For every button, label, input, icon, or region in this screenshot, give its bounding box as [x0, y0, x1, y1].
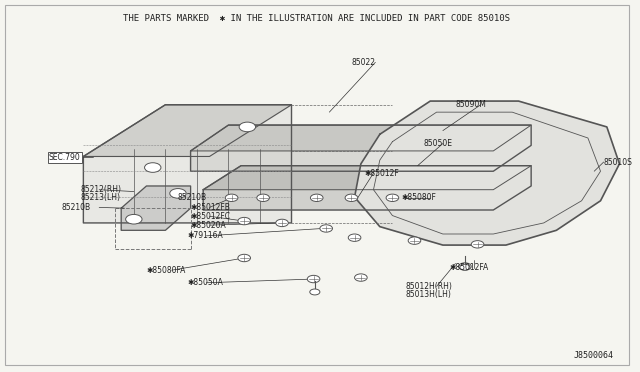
Text: J8500064: J8500064	[573, 351, 613, 360]
Circle shape	[460, 264, 470, 270]
Polygon shape	[83, 105, 291, 157]
Text: 85050E: 85050E	[424, 139, 453, 148]
Text: ✱85012F: ✱85012F	[364, 169, 399, 177]
Circle shape	[239, 122, 255, 132]
Text: 85090M: 85090M	[456, 100, 486, 109]
Text: ✱85050A: ✱85050A	[188, 278, 223, 287]
Polygon shape	[355, 101, 620, 245]
Circle shape	[225, 194, 238, 202]
Text: 85013H(LH): 85013H(LH)	[405, 291, 451, 299]
Circle shape	[170, 189, 186, 198]
Circle shape	[320, 225, 333, 232]
Polygon shape	[191, 125, 531, 171]
Polygon shape	[121, 186, 191, 230]
Circle shape	[125, 214, 142, 224]
Text: 85210B: 85210B	[178, 193, 207, 202]
Circle shape	[307, 275, 320, 283]
Circle shape	[345, 194, 358, 202]
Circle shape	[386, 194, 399, 202]
Text: 85210B: 85210B	[61, 203, 90, 212]
Text: ✱85012FB: ✱85012FB	[191, 203, 230, 212]
Circle shape	[408, 237, 420, 244]
Text: ✱85012FC: ✱85012FC	[191, 212, 230, 221]
Circle shape	[257, 194, 269, 202]
Text: ✱79116A: ✱79116A	[188, 231, 223, 240]
Text: THE PARTS MARKED  ✱ IN THE ILLUSTRATION ARE INCLUDED IN PART CODE 85010S: THE PARTS MARKED ✱ IN THE ILLUSTRATION A…	[124, 13, 510, 22]
Polygon shape	[83, 105, 291, 223]
Text: 85022: 85022	[351, 58, 376, 67]
Circle shape	[459, 263, 471, 270]
Text: 85213(LH): 85213(LH)	[80, 193, 120, 202]
Text: ✱85080F: ✱85080F	[402, 193, 436, 202]
Circle shape	[310, 194, 323, 202]
Text: SEC.790: SEC.790	[49, 153, 81, 162]
Polygon shape	[204, 166, 531, 210]
Polygon shape	[191, 125, 531, 151]
Text: 85212(RH): 85212(RH)	[80, 185, 121, 194]
Circle shape	[276, 219, 289, 227]
Text: ✱85080FA: ✱85080FA	[147, 266, 186, 275]
Circle shape	[310, 289, 320, 295]
Polygon shape	[204, 166, 531, 190]
Text: ✱85012FA: ✱85012FA	[449, 263, 488, 272]
Circle shape	[348, 234, 361, 241]
Text: ✱85020A: ✱85020A	[191, 221, 227, 230]
Circle shape	[355, 274, 367, 281]
Circle shape	[145, 163, 161, 172]
Text: 85012H(RH): 85012H(RH)	[405, 282, 452, 291]
Circle shape	[471, 241, 484, 248]
Text: 85010S: 85010S	[604, 157, 632, 167]
Circle shape	[238, 254, 250, 262]
Circle shape	[238, 217, 250, 225]
